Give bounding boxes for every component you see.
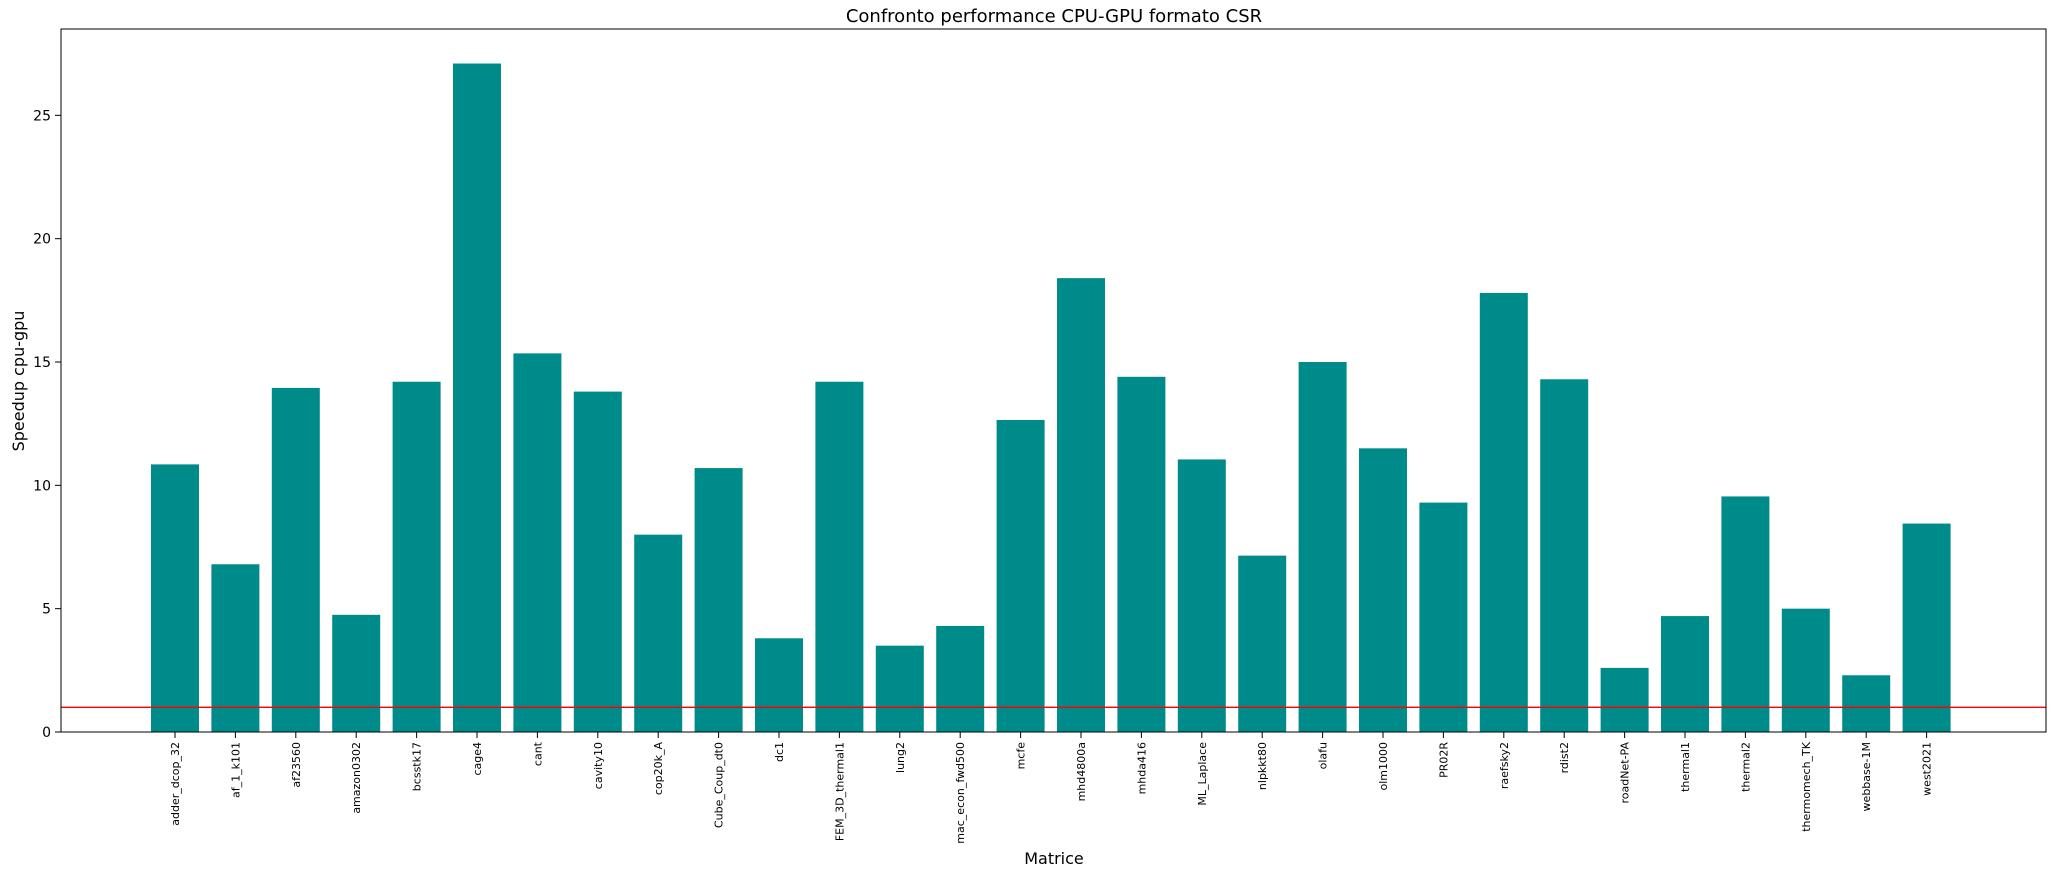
- plot-frame: [60, 28, 2047, 733]
- bar-amazon0302: [332, 614, 381, 732]
- x-tick-label: west2021: [1921, 742, 1934, 796]
- bar-adder_dcop_32: [151, 464, 199, 732]
- bar-mcfe: [996, 419, 1045, 732]
- y-tick-label: 15: [33, 355, 51, 371]
- bar-thermal2: [1721, 496, 1770, 732]
- bar-rdist2: [1540, 379, 1589, 732]
- plot-area: 0 5 10 15 20 25 adder_dcop_32 af_1_k101 af23560 a…: [33, 28, 2047, 844]
- bar-cant: [513, 353, 562, 732]
- bar-cop20k_A: [634, 534, 683, 732]
- x-tick-label: af23560: [290, 742, 303, 788]
- x-tick-label: mhd4800a: [1075, 742, 1088, 801]
- bar-af_1_k101: [211, 564, 260, 732]
- bar-west2021: [1902, 523, 1951, 732]
- bar-ML_Laplace: [1177, 459, 1226, 732]
- x-tick-label: cage4: [471, 742, 484, 776]
- bar-bcsstk17: [392, 381, 441, 732]
- bar-mhd4800a: [1057, 278, 1105, 732]
- bar-dc1: [755, 638, 803, 732]
- bar-olm1000: [1359, 448, 1407, 732]
- bar-FEM_3D_thermal1: [815, 381, 864, 732]
- x-tick-label: ML_Laplace: [1196, 742, 1209, 806]
- bar-PR02R: [1419, 502, 1468, 732]
- y-tick-label: 0: [42, 725, 51, 741]
- x-tick-label: raefsky2: [1498, 742, 1511, 789]
- x-tick-label: thermal2: [1739, 742, 1752, 792]
- bar-nlpkkt80: [1238, 555, 1287, 732]
- x-tick-label: mcfe: [1015, 742, 1028, 770]
- bar-thermal1: [1661, 616, 1709, 732]
- x-tick-label: mac_econ_fwd500: [954, 742, 967, 844]
- x-tick-label: lung2: [894, 742, 907, 773]
- x-axis-label: Matrice: [1024, 849, 1084, 868]
- x-tick-label: thermomech_TK: [1800, 741, 1813, 832]
- y-axis-label: Speedup cpu-gpu: [9, 311, 28, 452]
- bar-olafu: [1298, 362, 1347, 732]
- bar-Cube_Coup_dt0: [694, 468, 743, 732]
- bar-webbase-1M: [1842, 675, 1891, 732]
- y-tick-label: 25: [33, 108, 51, 124]
- x-tick-label: cant: [531, 741, 544, 766]
- x-tick-label: af_1_k101: [229, 742, 242, 798]
- bar-cavity10: [573, 391, 622, 732]
- x-tick-label: rdist2: [1558, 742, 1571, 773]
- bar-lung2: [875, 645, 924, 732]
- x-tick-label: bcsstk17: [411, 742, 424, 791]
- x-tick-label: olm1000: [1377, 742, 1390, 791]
- y-tick-label: 10: [33, 478, 51, 494]
- x-tick-label: mhda416: [1135, 742, 1148, 794]
- bar-mhda416: [1117, 376, 1166, 732]
- bar-raefsky2: [1479, 292, 1528, 732]
- x-tick-label: thermal1: [1679, 742, 1692, 792]
- bar-af23560: [271, 387, 320, 732]
- x-tick-label: amazon0302: [350, 742, 363, 814]
- x-tick-label: PR02R: [1437, 742, 1450, 778]
- bar-cage4: [453, 63, 501, 732]
- x-tick-label: cavity10: [592, 742, 605, 789]
- x-tick-label: FEM_3D_thermal1: [833, 742, 846, 841]
- x-tick-label: adder_dcop_32: [169, 742, 182, 826]
- x-tick-label: olafu: [1317, 742, 1330, 769]
- x-tick-label: webbase-1M: [1860, 742, 1873, 811]
- x-tick-label: dc1: [773, 742, 786, 762]
- bar-thermomech_TK: [1781, 608, 1830, 732]
- x-tick-label: Cube_Coup_dt0: [713, 742, 726, 828]
- x-tick-label: cop20k_A: [652, 742, 665, 796]
- chart-title: Confronto performance CPU-GPU formato CS…: [846, 6, 1262, 27]
- y-tick-label: 20: [33, 232, 51, 248]
- bar-roadNet-PA: [1600, 667, 1649, 732]
- y-tick-label: 5: [42, 602, 51, 618]
- x-tick-label: nlpkkt80: [1256, 742, 1269, 790]
- x-tick-label: roadNet-PA: [1619, 742, 1632, 804]
- bar-mac_econ_fwd500: [936, 625, 985, 732]
